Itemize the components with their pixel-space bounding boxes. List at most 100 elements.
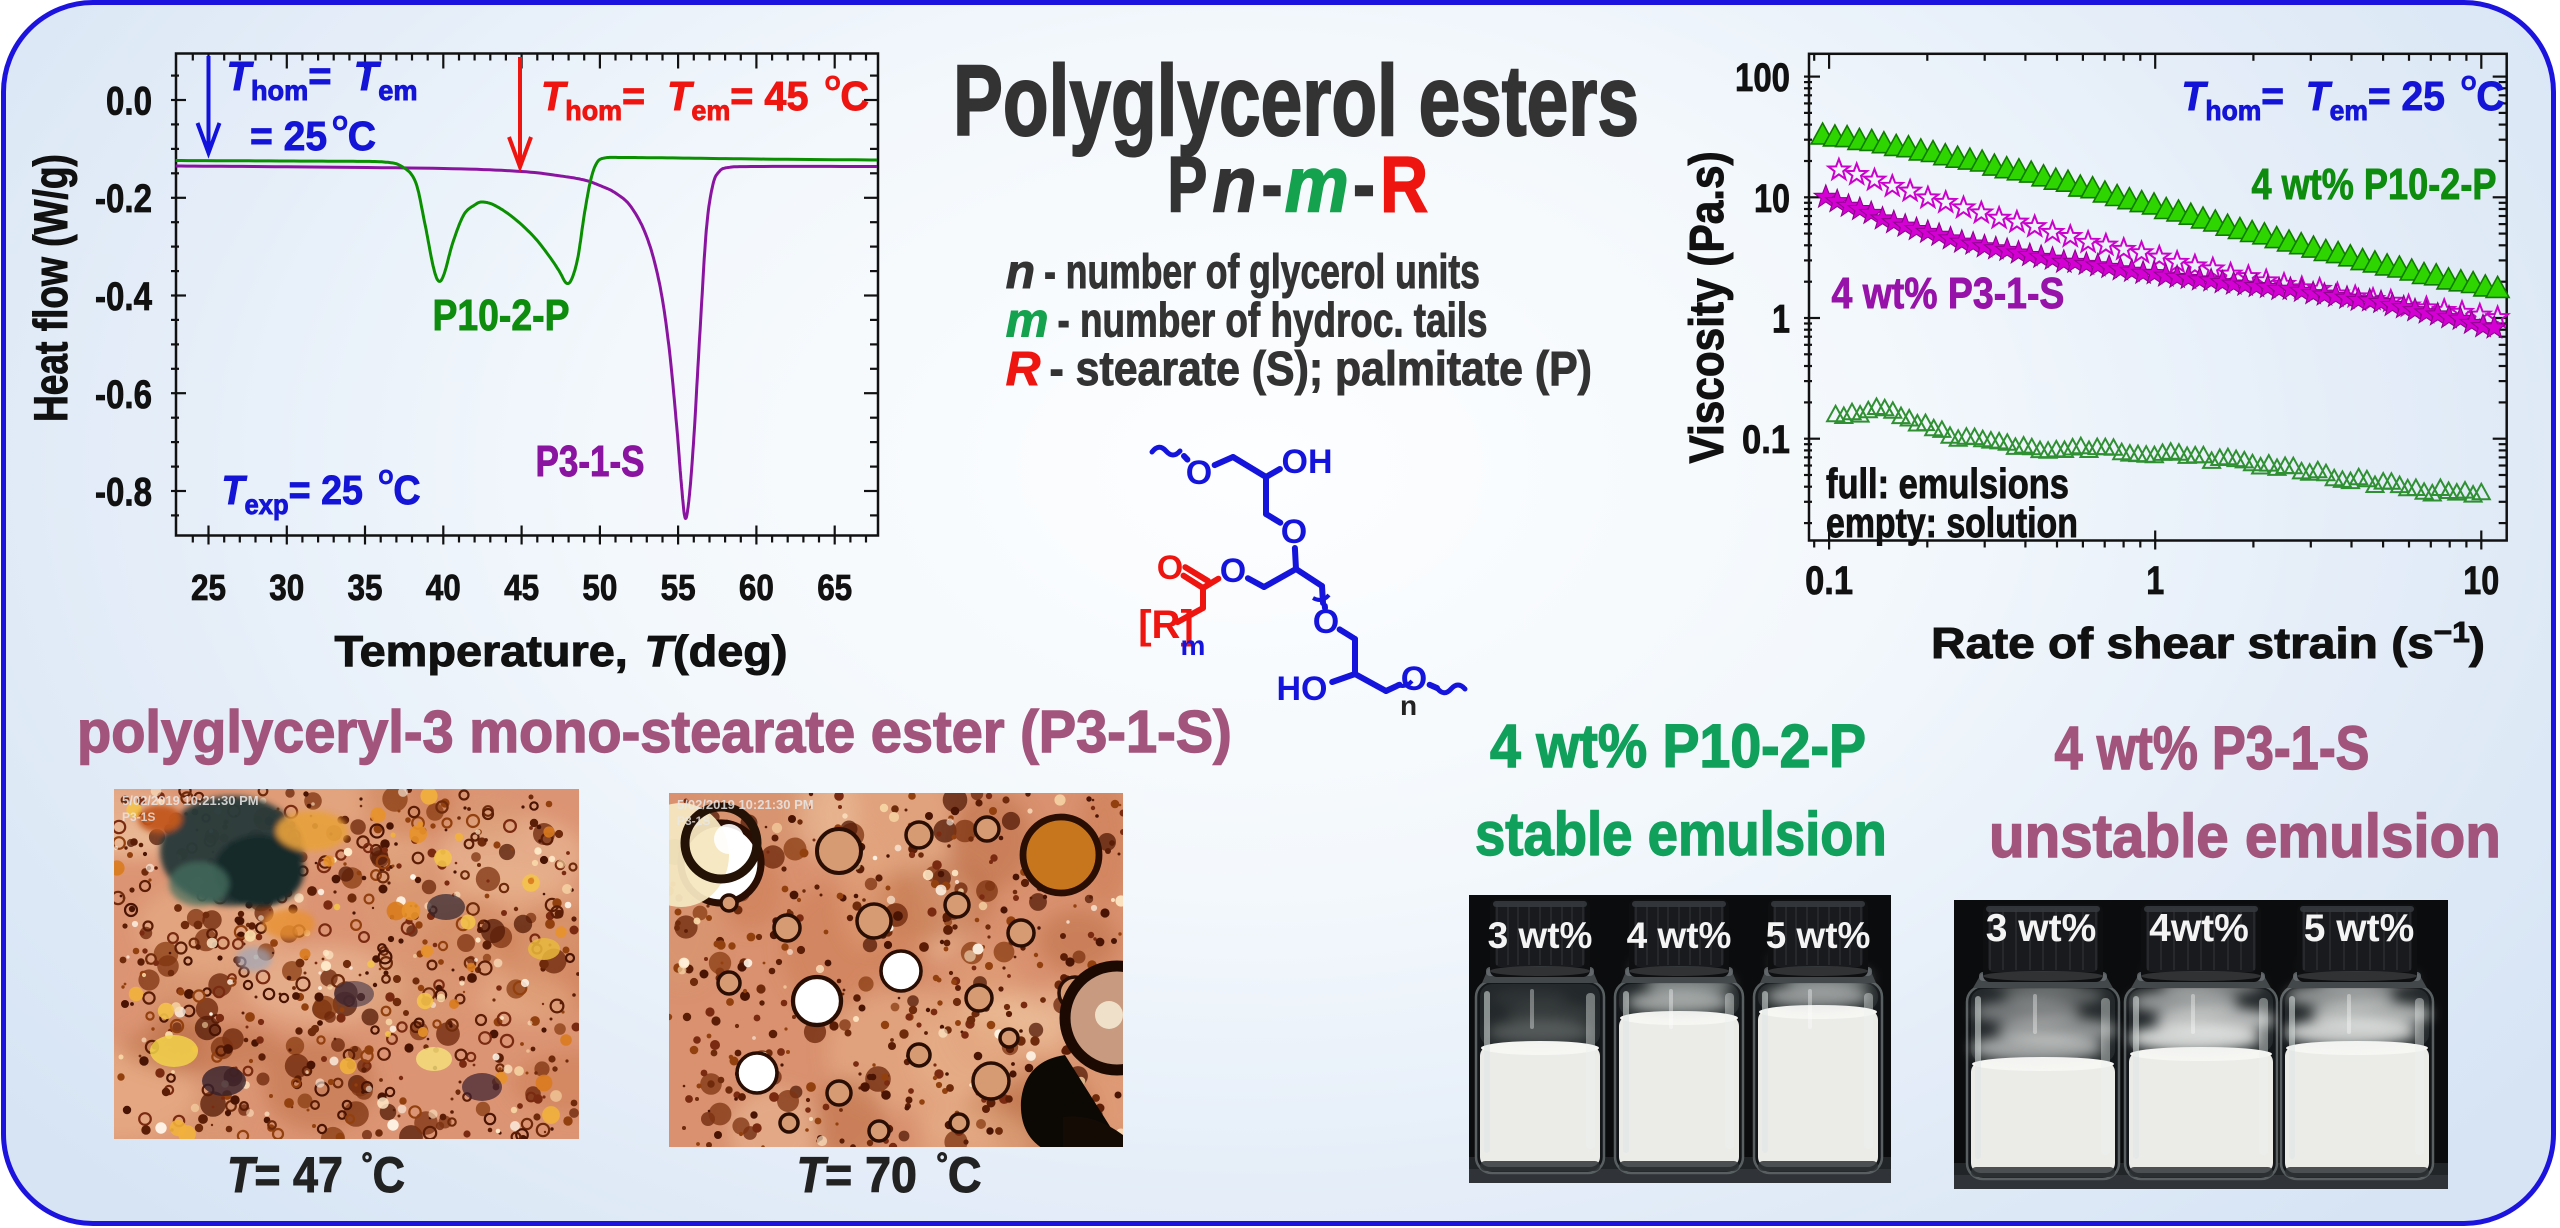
svg-text:40: 40 xyxy=(426,567,461,608)
svg-text:10: 10 xyxy=(1754,177,1790,221)
svg-text:1: 1 xyxy=(2146,559,2164,603)
svg-text:T: T xyxy=(644,626,676,675)
svg-text:OH: OH xyxy=(1282,443,1333,481)
svg-text:-: - xyxy=(1353,141,1375,229)
svg-text:4 wt% P3-1-S: 4 wt% P3-1-S xyxy=(2055,713,2370,782)
svg-text:O: O xyxy=(333,113,348,136)
svg-text:65: 65 xyxy=(817,567,852,608)
svg-text:em: em xyxy=(2330,94,2368,126)
svg-text:5 wt%: 5 wt% xyxy=(2304,907,2415,950)
svg-text:0.1: 0.1 xyxy=(1742,418,1790,462)
svg-text:4 wt% P10-2-P: 4 wt% P10-2-P xyxy=(2252,160,2497,209)
svg-text:0.0: 0.0 xyxy=(106,80,152,124)
svg-text:full: emulsions: full: emulsions xyxy=(1826,461,2069,508)
svg-text:1: 1 xyxy=(1772,298,1790,342)
svg-text:0.1: 0.1 xyxy=(1805,559,1853,603)
svg-text:50: 50 xyxy=(582,567,617,608)
svg-text:P3-1S: P3-1S xyxy=(677,814,710,828)
svg-text:= 70: = 70 xyxy=(825,1148,917,1204)
svg-text:C: C xyxy=(2476,74,2504,119)
svg-text:C: C xyxy=(348,114,376,159)
svg-text:3 wt%: 3 wt% xyxy=(1986,907,2097,950)
svg-text:4 wt% P3-1-S: 4 wt% P3-1-S xyxy=(1832,268,2065,318)
svg-text:HO: HO xyxy=(1277,670,1328,708)
svg-text:): ) xyxy=(2469,618,2485,668)
svg-text:R: R xyxy=(1006,343,1041,396)
svg-text:- number of hydroc. tails: - number of hydroc. tails xyxy=(1058,294,1488,348)
svg-text:=: = xyxy=(308,53,331,100)
svg-text:O: O xyxy=(1220,552,1246,590)
svg-text:em: em xyxy=(691,95,730,127)
svg-text:55: 55 xyxy=(661,567,696,608)
svg-text:Temperature,: Temperature, xyxy=(335,626,628,675)
svg-text:hom: hom xyxy=(251,75,308,106)
svg-text:m: m xyxy=(1285,141,1349,229)
svg-text:P3-1S: P3-1S xyxy=(122,810,155,824)
svg-text:T: T xyxy=(541,73,569,119)
svg-text:n: n xyxy=(1400,690,1417,721)
svg-text:= 25: = 25 xyxy=(289,468,363,514)
svg-text:T: T xyxy=(667,73,695,119)
svg-text:°: ° xyxy=(362,1147,373,1182)
svg-text:10: 10 xyxy=(2463,559,2499,603)
svg-text:=: = xyxy=(622,73,645,119)
svg-text:polyglyceryl-3 mono-stearate e: polyglyceryl-3 mono-stearate ester (P3-1… xyxy=(77,700,1232,766)
svg-text:T: T xyxy=(222,468,248,514)
svg-text:Polyglycerol esters: Polyglycerol esters xyxy=(953,44,1639,156)
svg-text:4wt%: 4wt% xyxy=(2149,907,2249,950)
svg-text:5 wt%: 5 wt% xyxy=(1766,915,1871,956)
svg-text:n: n xyxy=(1006,246,1035,299)
svg-text:−1: −1 xyxy=(2434,617,2470,649)
svg-text:P3-1-S: P3-1-S xyxy=(536,437,645,486)
svg-text:R: R xyxy=(1380,141,1428,229)
svg-text:O: O xyxy=(1401,660,1427,698)
svg-text:Heat flow (W/g): Heat flow (W/g) xyxy=(25,154,77,422)
svg-text:100: 100 xyxy=(1735,56,1790,100)
svg-text:em: em xyxy=(378,75,417,106)
svg-text:O: O xyxy=(1281,513,1307,551)
svg-text:-0.8: -0.8 xyxy=(95,471,152,515)
svg-text:Rate of shear strain (s: Rate of shear strain (s xyxy=(1931,618,2434,668)
svg-text:-0.2: -0.2 xyxy=(95,177,152,221)
svg-text:C: C xyxy=(840,73,869,119)
svg-text:m: m xyxy=(1006,295,1049,348)
svg-text:unstable emulsion: unstable emulsion xyxy=(1989,802,2501,870)
svg-text:exp: exp xyxy=(245,489,289,520)
svg-text:5/02/2019 10:21:30 PM: 5/02/2019 10:21:30 PM xyxy=(677,797,814,812)
svg-text:-0.6: -0.6 xyxy=(95,373,152,417)
svg-text:(deg): (deg) xyxy=(673,626,787,675)
svg-text:= 47: = 47 xyxy=(254,1148,342,1204)
svg-text:°: ° xyxy=(936,1147,948,1181)
svg-text:Viscosity (Pa.s): Viscosity (Pa.s) xyxy=(1680,151,1734,463)
svg-text:- stearate (S); palmitate (P): - stearate (S); palmitate (P) xyxy=(1050,342,1592,396)
svg-text:C: C xyxy=(948,1148,982,1204)
svg-text:empty: solution: empty: solution xyxy=(1826,500,2078,547)
svg-text:stable emulsion: stable emulsion xyxy=(1475,801,1887,868)
svg-text:P: P xyxy=(1167,141,1207,229)
svg-text:25: 25 xyxy=(191,567,226,608)
svg-text:P10-2-P: P10-2-P xyxy=(433,290,570,340)
svg-text:T: T xyxy=(227,53,255,100)
svg-text:T: T xyxy=(2182,74,2209,119)
svg-text:O: O xyxy=(2461,73,2476,96)
svg-text:m: m xyxy=(1181,630,1206,661)
svg-text:-0.4: -0.4 xyxy=(95,275,153,319)
svg-text:60: 60 xyxy=(739,567,774,608)
svg-text:[R]: [R] xyxy=(1138,603,1194,647)
svg-text:O: O xyxy=(825,73,840,95)
svg-text:5/02/2019 10:21:30 PM: 5/02/2019 10:21:30 PM xyxy=(122,793,259,808)
svg-text:O: O xyxy=(1313,603,1339,641)
svg-text:3 wt%: 3 wt% xyxy=(1488,915,1593,956)
svg-text:n: n xyxy=(1213,141,1257,229)
svg-text:4 wt%: 4 wt% xyxy=(1627,915,1732,956)
svg-text:T: T xyxy=(354,53,382,100)
svg-text:= 25: = 25 xyxy=(250,114,327,159)
svg-text:35: 35 xyxy=(348,567,383,608)
svg-text:T: T xyxy=(2306,74,2333,119)
svg-text:O: O xyxy=(379,466,394,489)
svg-text:-: - xyxy=(1262,141,1283,229)
svg-text:C: C xyxy=(373,1148,405,1204)
svg-text:= 25: = 25 xyxy=(2368,74,2445,119)
svg-text:T: T xyxy=(227,1148,258,1204)
svg-text:O: O xyxy=(1186,454,1212,492)
